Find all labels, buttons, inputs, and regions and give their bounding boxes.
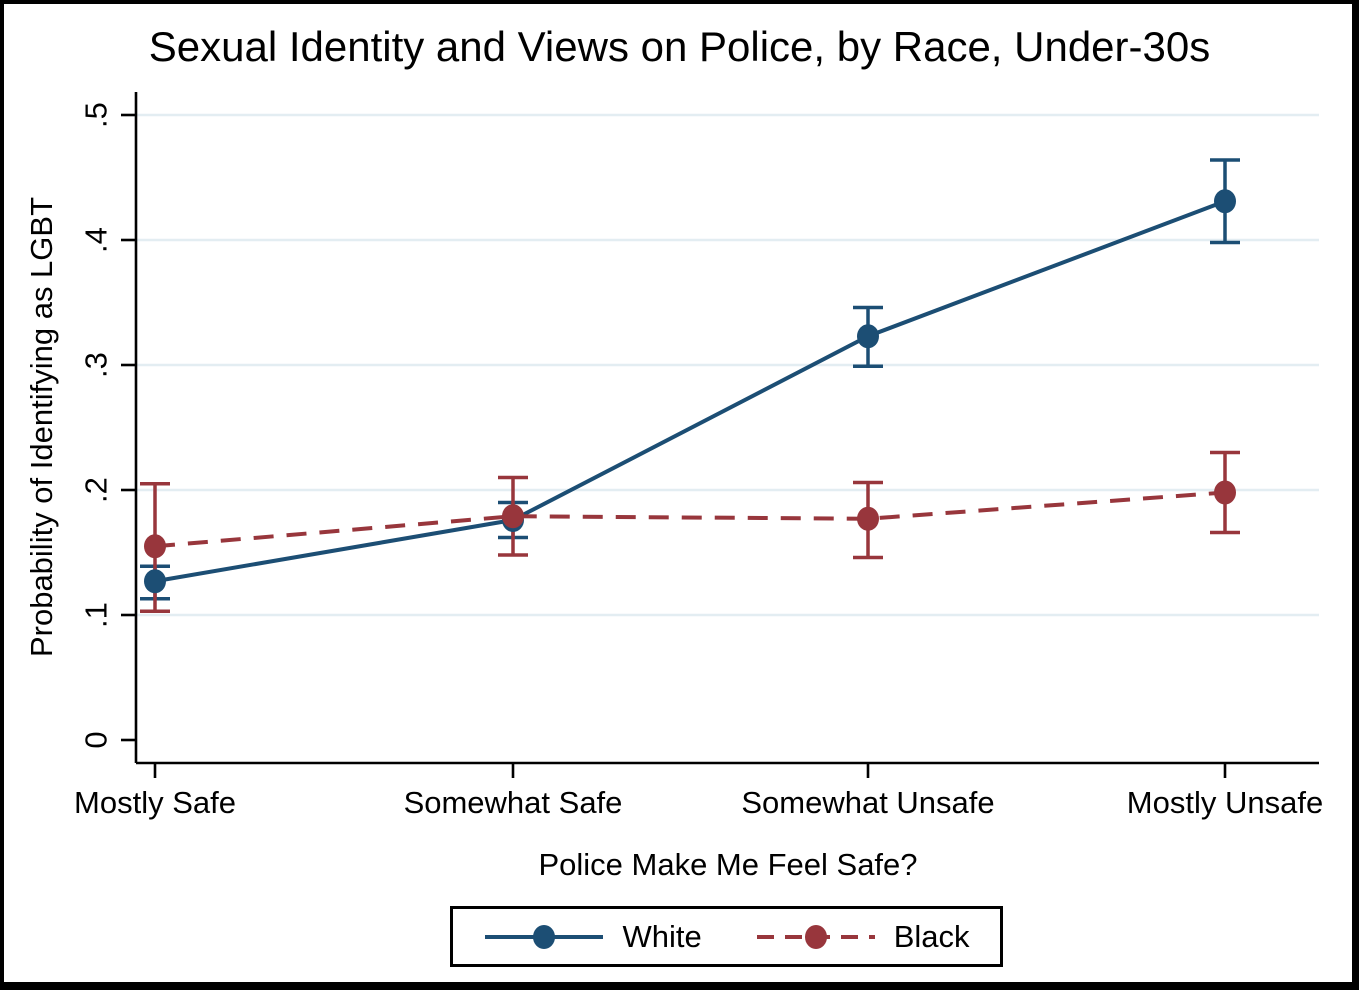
y-tick-label: .2 — [79, 477, 114, 503]
y-tick-label: .3 — [79, 352, 114, 378]
legend-label-black: Black — [893, 918, 970, 954]
x-tick-label: Somewhat Unsafe — [741, 785, 994, 820]
data-point-black — [502, 504, 524, 529]
series-line-black — [154, 490, 1226, 549]
legend-marker-black — [804, 924, 827, 949]
legend-white-swatch — [485, 924, 604, 949]
legend: White Black — [450, 906, 1003, 967]
data-point-black — [144, 534, 166, 559]
x-tick-label: Mostly Unsafe — [1127, 785, 1323, 820]
data-point-white — [1214, 189, 1236, 214]
legend-marker-white — [533, 924, 556, 949]
y-tick-label: 0 — [79, 731, 114, 748]
x-axis-title: Police Make Me Feel Safe? — [538, 847, 918, 882]
x-tick-label: Mostly Safe — [74, 785, 236, 820]
legend-label-white: White — [622, 918, 702, 954]
chart-title: Sexual Identity and Views on Police, by … — [148, 23, 1211, 70]
y-tick-label: .4 — [79, 227, 114, 253]
series-line-white — [154, 199, 1226, 584]
data-point-black — [1214, 480, 1236, 505]
legend-black-swatch — [756, 924, 875, 949]
data-point-white — [857, 324, 879, 349]
data-point-black — [857, 506, 879, 531]
y-axis-title: Probability of Identifying as LGBT — [24, 196, 59, 658]
data-point-white — [144, 569, 166, 594]
y-tick-label: .5 — [79, 102, 114, 128]
x-tick-label: Somewhat Safe — [404, 785, 623, 820]
y-tick-label: .1 — [79, 602, 114, 628]
